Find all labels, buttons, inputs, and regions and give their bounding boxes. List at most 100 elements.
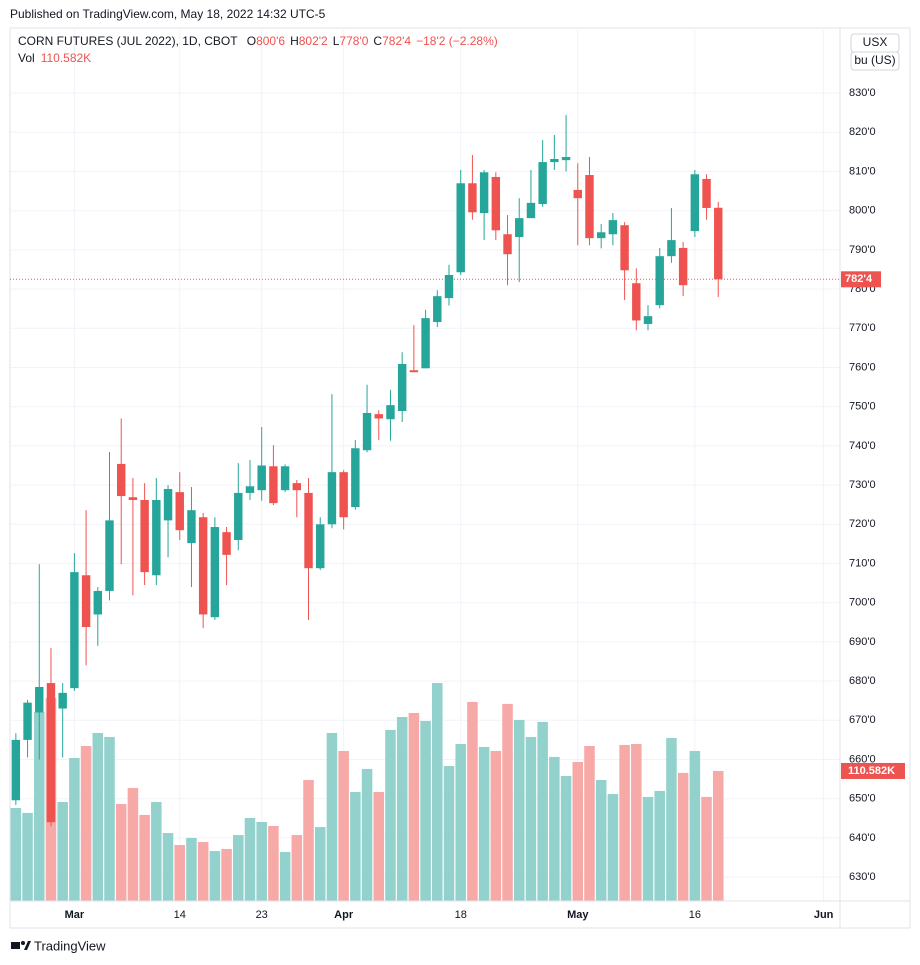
y-tick-label: 640'0 <box>849 832 876 844</box>
y-tick-label: 670'0 <box>849 714 876 726</box>
volume-bar <box>10 807 22 901</box>
ohlc-letter: H <box>290 34 299 48</box>
candle-body <box>187 510 196 544</box>
volume-bar <box>712 770 724 901</box>
candle-body <box>234 492 243 540</box>
candle-body <box>304 492 313 569</box>
volume-bar <box>127 788 139 901</box>
volume-bar <box>642 796 654 901</box>
candle-body <box>690 174 700 232</box>
volume-bar <box>186 837 197 901</box>
volume-bar <box>92 732 104 901</box>
candle-body <box>702 178 711 208</box>
y-tick-label: 650'0 <box>849 793 876 805</box>
volume-bar <box>221 849 232 901</box>
volume-bar <box>525 736 537 901</box>
volume-bar <box>291 835 303 901</box>
brand-logo <box>11 941 31 950</box>
ohlc-letter: L <box>333 34 340 48</box>
last-price-tag <box>841 271 881 288</box>
volume-bar <box>244 817 256 901</box>
x-tick-label: Jun <box>814 909 834 921</box>
volume-bar <box>197 841 209 901</box>
volume-tag-label: 110.582K <box>848 765 895 777</box>
x-tick-label: 16 <box>689 909 701 921</box>
volume-bar <box>80 746 92 901</box>
y-tick-label: 730'0 <box>849 479 876 491</box>
x-tick-label: 18 <box>455 909 467 921</box>
candle-body <box>222 532 231 555</box>
candle-body <box>105 520 114 591</box>
unit-button[interactable] <box>850 51 900 71</box>
volume-bar <box>677 772 689 901</box>
candle-body <box>421 318 430 369</box>
volume-bar <box>560 776 572 901</box>
y-tick-label: 790'0 <box>849 244 876 256</box>
volume-bar <box>396 716 408 901</box>
volume-bar <box>115 803 127 901</box>
volume-bar <box>549 756 560 901</box>
volume-bar <box>584 746 595 901</box>
volume-bar <box>607 793 619 901</box>
volume-bar <box>162 833 174 901</box>
volume-bar <box>701 796 712 901</box>
volume-bar <box>151 801 162 901</box>
volume-name: Vol <box>18 51 35 65</box>
candle-body <box>339 472 348 518</box>
volume-bar <box>33 711 45 901</box>
unit[interactable]: bu (US) <box>854 53 895 67</box>
volume-bar <box>233 835 244 901</box>
currency[interactable]: USX <box>863 35 888 49</box>
candle-body <box>140 499 149 573</box>
symbol: CORN FUTURES (JUL 2022), 1D, CBOT <box>18 34 238 48</box>
volume-value: 110.582K <box>41 51 92 65</box>
y-tick-label: 690'0 <box>849 636 876 648</box>
volume-bar <box>209 851 221 901</box>
volume-bar <box>385 729 396 901</box>
candle-body <box>433 296 442 323</box>
volume-bar <box>619 744 630 901</box>
volume-tag <box>841 762 905 779</box>
y-tick-label: 660'0 <box>849 753 876 765</box>
volume-bar <box>467 701 478 901</box>
volume-pane <box>10 683 724 901</box>
candle-body <box>116 463 126 497</box>
volume-bar <box>478 746 490 901</box>
candle-body <box>70 572 79 689</box>
candle-body <box>620 225 629 271</box>
y-tick-label: 750'0 <box>849 401 876 413</box>
volume-bar <box>279 851 291 901</box>
candle-body <box>362 412 372 451</box>
volume-bar <box>537 721 548 901</box>
candle-body <box>526 202 536 219</box>
x-tick-label: 14 <box>174 909 186 921</box>
candle-body <box>35 686 44 713</box>
candle-body <box>468 183 477 213</box>
y-tick-label: 820'0 <box>849 126 876 138</box>
candle-body <box>667 240 676 257</box>
volume-bar <box>338 750 349 901</box>
published-note: Published on TradingView.com, May 18, 20… <box>10 7 326 21</box>
candle-body <box>503 234 512 255</box>
candle-body <box>561 157 571 161</box>
x-tick-label: Mar <box>65 909 85 921</box>
volume-bar <box>666 738 677 901</box>
volume-bar <box>57 801 68 901</box>
candle-body <box>632 283 641 321</box>
y-tick-label: 830'0 <box>849 87 876 99</box>
candle-body <box>456 183 465 273</box>
legend: CORN FUTURES (JUL 2022), 1D, CBOT O800'6… <box>18 34 498 48</box>
candle-body <box>491 176 501 231</box>
y-tick-label: 800'0 <box>849 205 876 217</box>
volume-bar <box>314 827 326 901</box>
chart-frame <box>9 27 911 929</box>
ohlc-letter: C <box>373 34 382 48</box>
candle-body <box>596 232 606 239</box>
y-tick-label: 630'0 <box>849 871 876 883</box>
candle-body <box>327 472 337 525</box>
logo-mark <box>11 942 20 949</box>
candle-body <box>678 247 688 286</box>
volume-bar <box>350 792 361 901</box>
x-tick-label: 23 <box>256 909 268 921</box>
